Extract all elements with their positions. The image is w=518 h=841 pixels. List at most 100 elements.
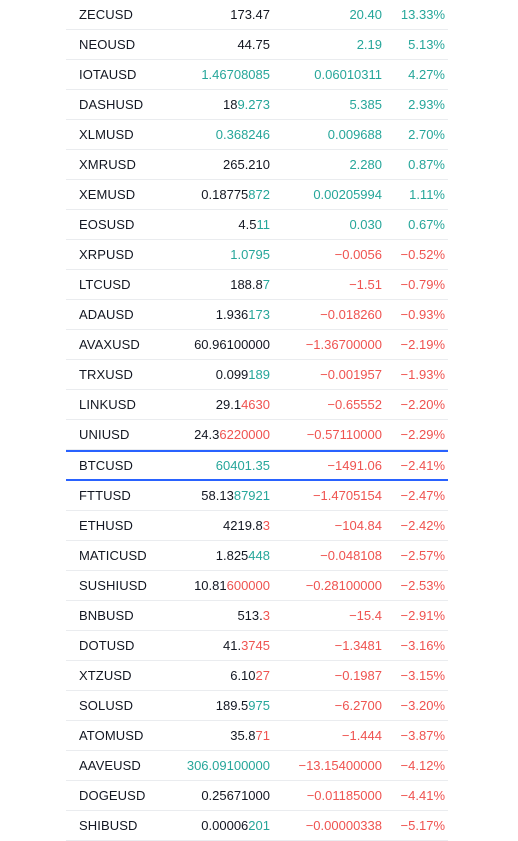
change-value: −1.444 bbox=[341, 728, 382, 743]
last-price-stable-part: 24.3 bbox=[194, 427, 220, 442]
symbol-name: XEMUSD bbox=[79, 187, 136, 202]
last-price-stable-part: 0.25671000 bbox=[201, 788, 270, 803]
watchlist-row-trxusd[interactable]: TRXUSD 0.099 189 −0.001957 −1.93% bbox=[66, 360, 448, 390]
change-value: 0.009688 bbox=[327, 127, 382, 142]
change-percent: −4.12% bbox=[400, 758, 445, 773]
watchlist-row-iotausd[interactable]: IOTAUSD 1.46708085 0.06010311 4.27% bbox=[66, 60, 448, 90]
watchlist-row-linkusd[interactable]: LINKUSD 29.1 4630 −0.65552 −2.20% bbox=[66, 390, 448, 420]
symbol-name: BTCUSD bbox=[79, 458, 134, 473]
symbol-name: LINKUSD bbox=[79, 397, 137, 412]
watchlist-row-aaveusd[interactable]: AAVEUSD 306.09100000 −13.15400000 −4.12% bbox=[66, 751, 448, 781]
change-percent: −2.91% bbox=[400, 608, 445, 623]
symbol-name: ZECUSD bbox=[79, 7, 134, 22]
last-price: 4.5 11 bbox=[238, 210, 270, 239]
last-price-stable-part: 58.13 bbox=[201, 488, 234, 503]
last-price: 0.25671000 bbox=[201, 781, 270, 810]
symbol-name: NEOUSD bbox=[79, 37, 136, 52]
last-price-changed-digits: 448 bbox=[248, 548, 270, 563]
last-price: 1.825 448 bbox=[216, 541, 270, 570]
change-value: 0.06010311 bbox=[314, 67, 382, 82]
last-price-stable-part: 44.75 bbox=[237, 37, 270, 52]
last-price-stable-part: 265.210 bbox=[223, 157, 270, 172]
change-percent: −2.29% bbox=[400, 427, 445, 442]
watchlist-rows: ZECUSD 173.47 20.40 13.33% NEOUSD 44.75 2.19 5.… bbox=[66, 0, 448, 841]
last-price: 1.0795 bbox=[230, 240, 270, 269]
change-percent: −3.15% bbox=[400, 668, 445, 683]
watchlist-row-xlmusd[interactable]: XLMUSD 0.368246 0.009688 2.70% bbox=[66, 120, 448, 150]
change-percent: −2.57% bbox=[400, 548, 445, 563]
watchlist-row-xtzusd[interactable]: XTZUSD 6.10 27 −0.1987 −3.15% bbox=[66, 661, 448, 691]
watchlist-row-xemusd[interactable]: XEMUSD 0.18775 872 0.00205994 1.11% bbox=[66, 180, 448, 210]
symbol-name: ETHUSD bbox=[79, 518, 134, 533]
change-value: 2.19 bbox=[356, 37, 382, 52]
last-price: 1.936 173 bbox=[216, 300, 270, 329]
watchlist-row-uniusd[interactable]: UNIUSD 24.3 6220000 −0.57110000 −2.29% bbox=[66, 420, 448, 450]
change-percent: 13.33% bbox=[400, 7, 445, 22]
symbol-name: DOGEUSD bbox=[79, 788, 146, 803]
symbol-name: FTTUSD bbox=[79, 488, 131, 503]
last-price-changed-digits: 9.273 bbox=[237, 97, 270, 112]
last-price-changed-digits: 600000 bbox=[226, 578, 270, 593]
symbol-name: XRPUSD bbox=[79, 247, 134, 262]
last-price: 60401.35 bbox=[216, 452, 270, 479]
last-price: 188.8 7 bbox=[230, 270, 270, 299]
last-price-changed-digits: 306.09100000 bbox=[186, 758, 270, 773]
last-price: 41. 3745 bbox=[223, 631, 270, 660]
change-value: −15.4 bbox=[349, 608, 382, 623]
change-percent: −1.93% bbox=[400, 367, 445, 382]
watchlist-row-atomusd[interactable]: ATOMUSD 35.8 71 −1.444 −3.87% bbox=[66, 721, 448, 751]
watchlist-row-dotusd[interactable]: DOTUSD 41. 3745 −1.3481 −3.16% bbox=[66, 631, 448, 661]
watchlist-row-xmrusd[interactable]: XMRUSD 265.210 2.280 0.87% bbox=[66, 150, 448, 180]
last-price-stable-part: 0.099 bbox=[215, 367, 249, 382]
watchlist-row-shibusd[interactable]: SHIBUSD 0.00006 201 −0.00000338 −5.17% bbox=[66, 811, 448, 841]
watchlist-row-maticusd[interactable]: MATICUSD 1.825 448 −0.048108 −2.57% bbox=[66, 541, 448, 571]
last-price-stable-part: 35.8 bbox=[230, 728, 256, 743]
last-price-stable-part: 60.96100000 bbox=[194, 337, 270, 352]
last-price-changed-digits: 0.368246 bbox=[215, 127, 270, 142]
watchlist-row-bnbusd[interactable]: BNBUSD 513. 3 −15.4 −2.91% bbox=[66, 601, 448, 631]
last-price-changed-digits: 1.0795 bbox=[230, 247, 270, 262]
watchlist-row-adausd[interactable]: ADAUSD 1.936 173 −0.018260 −0.93% bbox=[66, 300, 448, 330]
watchlist-row-eosusd[interactable]: EOSUSD 4.5 11 0.030 0.67% bbox=[66, 210, 448, 240]
watchlist-row-dogeusd[interactable]: DOGEUSD 0.25671000 −0.01185000 −4.41% bbox=[66, 781, 448, 811]
watchlist-row-zecusd[interactable]: ZECUSD 173.47 20.40 13.33% bbox=[66, 0, 448, 30]
last-price-stable-part: 18 bbox=[222, 97, 238, 112]
last-price-stable-part: 188.8 bbox=[230, 277, 263, 292]
last-price: 35.8 71 bbox=[230, 721, 270, 750]
watchlist-row-neousd[interactable]: NEOUSD 44.75 2.19 5.13% bbox=[66, 30, 448, 60]
watchlist: ZECUSD 173.47 20.40 13.33% NEOUSD 44.75 2.19 5.… bbox=[66, 0, 448, 841]
last-price: 10.81 600000 bbox=[194, 571, 270, 600]
change-percent: 2.70% bbox=[408, 127, 445, 142]
watchlist-row-fttusd[interactable]: FTTUSD 58.13 87921 −1.4705154 −2.47% bbox=[66, 481, 448, 511]
watchlist-row-ethusd[interactable]: ETHUSD 4219.8 3 −104.84 −2.42% bbox=[66, 511, 448, 541]
change-value: −1.4705154 bbox=[312, 488, 382, 503]
symbol-name: ADAUSD bbox=[79, 307, 134, 322]
change-percent: −2.53% bbox=[400, 578, 445, 593]
last-price-changed-digits: 3 bbox=[262, 608, 270, 623]
change-value: −0.1987 bbox=[334, 668, 382, 683]
symbol-name: XTZUSD bbox=[79, 668, 132, 683]
change-value: −104.84 bbox=[334, 518, 382, 533]
last-price-changed-digits: 189 bbox=[248, 367, 270, 382]
symbol-name: UNIUSD bbox=[79, 427, 130, 442]
watchlist-row-avaxusd[interactable]: AVAXUSD 60.96100000 −1.36700000 −2.19% bbox=[66, 330, 448, 360]
symbol-name: AAVEUSD bbox=[79, 758, 141, 773]
last-price: 0.099 189 bbox=[216, 360, 270, 389]
change-percent: 5.13% bbox=[408, 37, 445, 52]
watchlist-row-solusd[interactable]: SOLUSD 189.5 975 −6.2700 −3.20% bbox=[66, 691, 448, 721]
change-percent: −4.41% bbox=[400, 788, 445, 803]
symbol-name: SHIBUSD bbox=[79, 818, 138, 833]
change-value: −0.018260 bbox=[320, 307, 382, 322]
watchlist-row-dashusd[interactable]: DASHUSD 18 9.273 5.385 2.93% bbox=[66, 90, 448, 120]
change-percent: 0.67% bbox=[408, 217, 445, 232]
watchlist-row-ltcusd[interactable]: LTCUSD 188.8 7 −1.51 −0.79% bbox=[66, 270, 448, 300]
change-percent: −2.47% bbox=[400, 488, 445, 503]
change-value: 2.280 bbox=[349, 157, 382, 172]
change-value: 0.00205994 bbox=[313, 187, 382, 202]
watchlist-row-sushiusd[interactable]: SUSHIUSD 10.81 600000 −0.28100000 −2.53% bbox=[66, 571, 448, 601]
watchlist-row-btcusd[interactable]: BTCUSD 60401.35 −1491.06 −2.41% bbox=[66, 450, 448, 481]
change-value: −0.01185000 bbox=[306, 788, 382, 803]
last-price-changed-digits: 11 bbox=[256, 217, 271, 232]
change-percent: 4.27% bbox=[408, 67, 445, 82]
watchlist-row-xrpusd[interactable]: XRPUSD 1.0795 −0.0056 −0.52% bbox=[66, 240, 448, 270]
